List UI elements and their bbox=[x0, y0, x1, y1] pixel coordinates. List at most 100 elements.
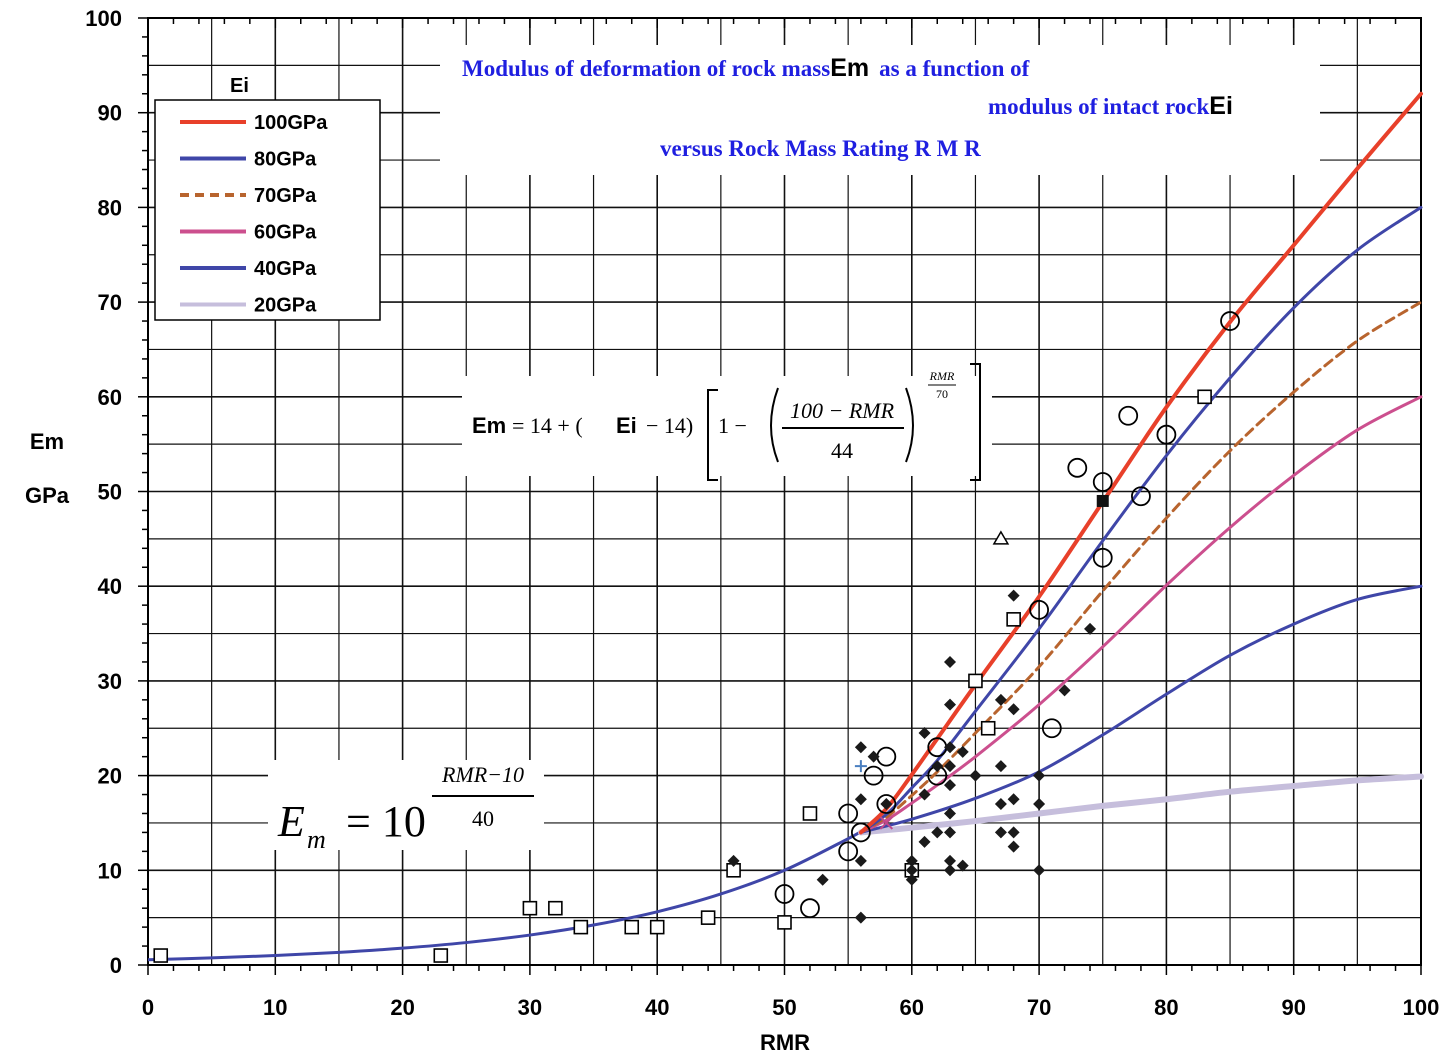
title-line1-part3: as a function of bbox=[879, 56, 1029, 81]
point-open-square bbox=[522, 900, 538, 916]
point-filled-diamond bbox=[1033, 769, 1046, 782]
title-line2-part1: modulus of intact rock bbox=[988, 94, 1209, 119]
point-filled-diamond bbox=[1033, 798, 1046, 811]
base-curve bbox=[147, 830, 862, 962]
point-filled-diamond bbox=[943, 655, 956, 668]
title-line1: Modulus of deformation of rock massEm as … bbox=[462, 54, 1030, 82]
x-axis-title: RMR bbox=[760, 1030, 810, 1055]
point-open-square bbox=[573, 919, 589, 935]
title-line1-part1: Modulus of deformation of rock mass bbox=[462, 56, 830, 81]
series-line-ei-80 bbox=[859, 205, 1423, 834]
formula-upper-left-bracket bbox=[707, 389, 718, 481]
point-filled-diamond bbox=[854, 741, 867, 754]
point-filled-diamond bbox=[943, 698, 956, 711]
y-tick-label: 100 bbox=[85, 6, 122, 31]
point-open-square bbox=[624, 919, 640, 935]
formula-lower-exp-num: RMR−10 bbox=[441, 762, 524, 787]
point-filled-diamond bbox=[854, 854, 867, 867]
y-axis-title-line1: Em bbox=[30, 429, 64, 454]
y-tick-label: 10 bbox=[98, 858, 122, 883]
legend-box bbox=[154, 99, 381, 321]
x-tick-label: 100 bbox=[1403, 995, 1440, 1020]
point-filled-diamond bbox=[943, 760, 956, 773]
point-filled-diamond bbox=[1007, 840, 1020, 853]
formula-upper-lhs: Em bbox=[472, 413, 506, 438]
point-open-circle bbox=[1156, 424, 1177, 445]
formula-upper-numerator: 100 − RMR bbox=[790, 398, 895, 423]
x-tick-label: 60 bbox=[900, 995, 924, 1020]
formula-lower-lhs: E bbox=[277, 797, 305, 846]
point-open-square bbox=[548, 900, 563, 916]
point-open-square bbox=[1197, 389, 1212, 405]
series-line-ei-60 bbox=[859, 395, 1423, 834]
point-filled-diamond bbox=[905, 854, 918, 867]
y-tick-label: 30 bbox=[98, 669, 122, 694]
formula-lower-exp-den: 40 bbox=[472, 806, 494, 831]
point-filled-diamond bbox=[1007, 826, 1020, 839]
series-line-ei-70 bbox=[859, 300, 1423, 834]
x-tick-label: 20 bbox=[390, 995, 414, 1020]
point-filled-diamond bbox=[1033, 864, 1046, 877]
point-open-square bbox=[1006, 612, 1021, 627]
point-filled-diamond bbox=[905, 864, 918, 877]
title-line1-part2: Em bbox=[830, 54, 869, 82]
point-plus bbox=[854, 760, 867, 773]
point-open-circle bbox=[876, 794, 897, 814]
x-tick-label: 50 bbox=[772, 995, 796, 1020]
title-line2: modulus of intact rockEi bbox=[988, 92, 1233, 120]
x-tick-label: 40 bbox=[645, 995, 669, 1020]
formula-lower: E m = 10 RMR−10 40 bbox=[268, 760, 544, 854]
formula-upper-background bbox=[462, 376, 992, 476]
point-filled-diamond bbox=[918, 788, 931, 801]
formula-upper: Em = 14 + ( Ei − 14) 1 − 100 − RMR 44 RM… bbox=[462, 363, 992, 481]
x-tick-labels: 0 10 20 30 40 50 60 70 80 90 100 bbox=[142, 995, 1439, 1020]
x-tick-label: 70 bbox=[1027, 995, 1051, 1020]
formula-upper-exp-num: RMR bbox=[929, 369, 955, 383]
point-filled-diamond bbox=[931, 760, 944, 773]
point-filled-diamond bbox=[994, 798, 1007, 811]
point-filled-diamond bbox=[943, 807, 956, 820]
formula-lower-background bbox=[268, 760, 544, 850]
point-open-triangle bbox=[992, 530, 1010, 545]
point-open-circle bbox=[850, 822, 871, 843]
formula-upper-denominator: 44 bbox=[831, 438, 853, 463]
point-filled-diamond bbox=[943, 779, 956, 792]
point-filled-diamond bbox=[1058, 684, 1071, 697]
formula-upper-exp-den: 70 bbox=[936, 387, 948, 401]
point-filled-diamond bbox=[1007, 703, 1020, 716]
formula-upper-minus: − 14) bbox=[646, 413, 693, 438]
legend-label: 80GPa bbox=[254, 149, 317, 171]
point-filled-diamond bbox=[994, 693, 1007, 706]
point-open-square bbox=[802, 806, 818, 821]
y-tick-label: 50 bbox=[98, 480, 122, 505]
x-tick-label: 30 bbox=[518, 995, 542, 1020]
point-filled-diamond bbox=[994, 760, 1007, 773]
point-filled-diamond bbox=[943, 826, 956, 839]
point-filled-diamond bbox=[931, 826, 944, 839]
y-tick-label: 90 bbox=[98, 101, 122, 126]
point-open-circle bbox=[1041, 718, 1062, 739]
point-open-square bbox=[777, 915, 792, 930]
axis-ticks bbox=[138, 17, 1422, 975]
formula-upper-left-paren bbox=[770, 387, 779, 463]
point-open-circle bbox=[838, 841, 859, 862]
y-tick-label: 80 bbox=[98, 195, 122, 220]
series-line-ei-40 bbox=[859, 584, 1423, 834]
point-filled-diamond bbox=[943, 864, 956, 877]
point-filled-diamond bbox=[854, 793, 867, 806]
point-filled-diamond bbox=[905, 873, 918, 886]
point-open-square bbox=[433, 948, 449, 963]
point-open-circle bbox=[1220, 311, 1240, 331]
curves bbox=[147, 91, 1424, 962]
formula-lower-sub: m bbox=[307, 825, 326, 854]
point-open-square bbox=[980, 720, 996, 736]
series-line-ei-100 bbox=[858, 91, 1423, 835]
x-tick-label: 10 bbox=[263, 995, 287, 1020]
legend-label: 40GPa bbox=[254, 258, 317, 280]
y-tick-label: 0 bbox=[110, 953, 122, 978]
point-open-square bbox=[153, 948, 169, 963]
formula-upper-eq: = 14 + ( bbox=[512, 413, 583, 438]
y-tick-label: 60 bbox=[98, 385, 122, 410]
point-open-circle bbox=[1067, 457, 1088, 478]
